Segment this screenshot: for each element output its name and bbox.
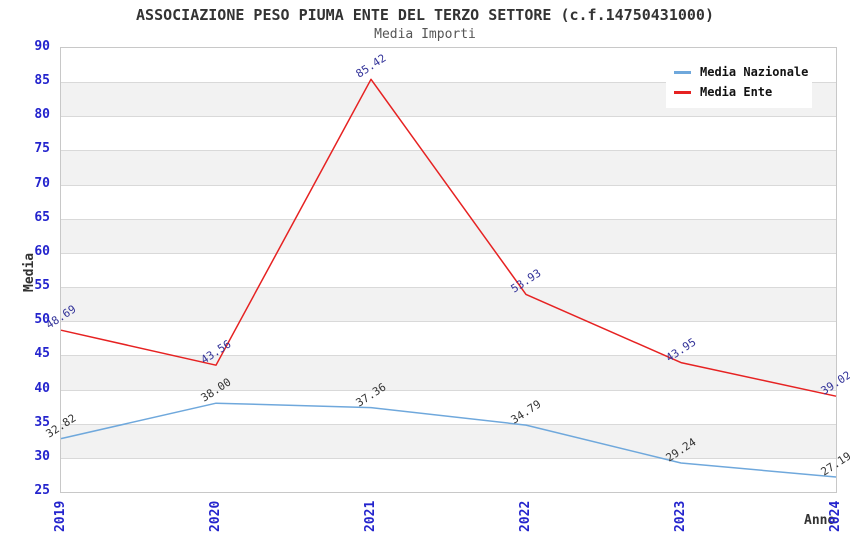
point-label-media-nazionale: 27.19 <box>818 449 850 479</box>
gridline <box>61 457 836 459</box>
series-line-media-nazionale <box>60 402 837 478</box>
point-label-media-nazionale: 38.00 <box>198 375 234 405</box>
gridline <box>61 184 836 186</box>
x-tick-label: 2023 <box>673 500 688 532</box>
y-tick-label: 80 <box>34 107 50 123</box>
y-tick-label: 35 <box>34 414 50 430</box>
x-tick-label: 2020 <box>208 500 223 532</box>
y-tick-label: 60 <box>34 243 50 259</box>
y-tick-label: 45 <box>34 346 50 362</box>
point-label-media-ente: 39.02 <box>818 368 850 398</box>
point-label-media-ente: 43.95 <box>663 335 699 365</box>
plot-band <box>61 252 836 288</box>
x-tick-label: 2022 <box>518 500 533 532</box>
gridline <box>61 150 836 152</box>
point-label-media-ente: 53.93 <box>508 266 544 296</box>
plot-band <box>61 116 836 151</box>
series-lines-svg <box>60 78 837 478</box>
legend-item-media-nazionale: Media Nazionale <box>674 62 812 82</box>
legend-label-media-ente: Media Ente <box>700 85 773 99</box>
chart-title: ASSOCIAZIONE PESO PIUMA ENTE DEL TERZO S… <box>136 6 714 24</box>
plot-band <box>61 423 836 458</box>
y-tick-label: 70 <box>34 175 50 191</box>
y-tick-label: 25 <box>34 483 50 498</box>
plot-band <box>61 321 836 356</box>
x-tick-label: 2021 <box>363 500 378 532</box>
x-axis-title: Anno <box>804 513 836 528</box>
y-tick-label: 85 <box>34 73 50 89</box>
plot-band <box>61 184 836 219</box>
point-label-media-ente: 43.56 <box>198 337 234 367</box>
gridline <box>61 355 836 357</box>
plot-band <box>61 355 836 390</box>
point-label-media-nazionale: 34.79 <box>508 397 544 427</box>
x-tick-label: 2019 <box>53 500 68 532</box>
gridline <box>61 116 836 118</box>
y-tick-label: 65 <box>34 209 50 225</box>
chart-subtitle: Media Importi <box>374 27 476 42</box>
plot-band <box>61 287 836 322</box>
gridline <box>61 218 836 220</box>
series-line-media-ente <box>60 78 837 397</box>
legend-swatch-media-nazionale <box>674 70 691 74</box>
plot-band <box>61 150 836 185</box>
gridline <box>61 252 836 254</box>
legend-swatch-media-ente <box>674 90 691 94</box>
y-tick-label: 50 <box>34 312 50 328</box>
y-tick-label: 40 <box>34 380 50 396</box>
y-tick-label: 55 <box>34 278 50 294</box>
gridline <box>61 389 836 391</box>
plot-band <box>61 457 836 492</box>
plot-area: 32.82 38.00 37.36 34.79 29.24 27.19 48.69 43.56… <box>44 47 850 493</box>
gridline <box>61 82 836 84</box>
plot-band <box>61 218 836 253</box>
y-tick-label: 30 <box>34 448 50 464</box>
gridline <box>61 423 836 425</box>
point-label-media-nazionale: 29.24 <box>663 435 699 465</box>
chart-legend: Media Nazionale Media Ente <box>666 57 812 108</box>
y-tick-label: 75 <box>34 141 50 157</box>
gridline <box>61 287 836 289</box>
plot-band <box>61 389 836 424</box>
plot-overlay: 32.82 38.00 37.36 34.79 29.24 27.19 48.69 43.56… <box>44 48 850 492</box>
gridline <box>61 321 836 323</box>
point-label-media-nazionale: 37.36 <box>353 380 389 410</box>
legend-label-media-nazionale: Media Nazionale <box>700 65 809 79</box>
point-label-media-ente: 85.42 <box>353 51 389 81</box>
x-tick-label: 2024 <box>828 500 843 532</box>
y-tick-label: 90 <box>34 39 50 54</box>
legend-item-media-ente: Media Ente <box>674 82 812 102</box>
